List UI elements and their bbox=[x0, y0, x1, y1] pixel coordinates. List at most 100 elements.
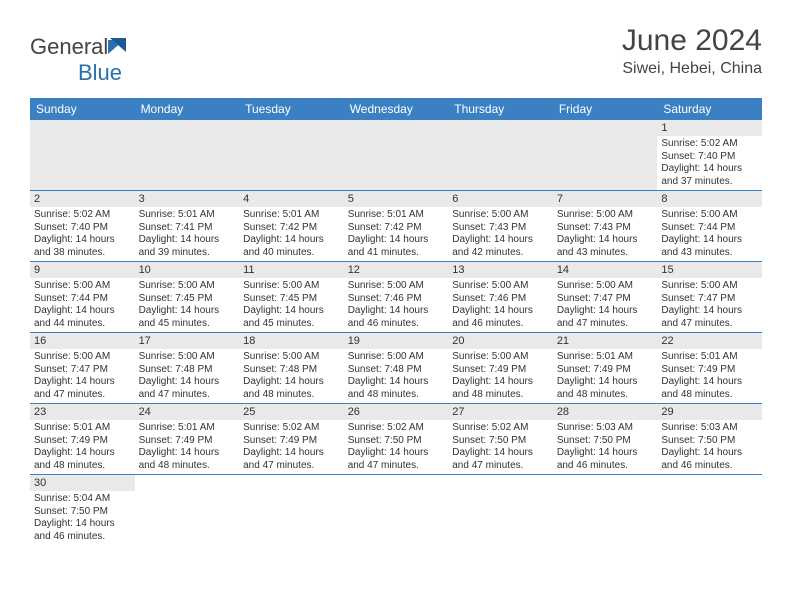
sunset-line: Sunset: 7:44 PM bbox=[661, 222, 758, 235]
day-cell: 8Sunrise: 5:00 AMSunset: 7:44 PMDaylight… bbox=[657, 191, 762, 262]
day-cell: 18Sunrise: 5:00 AMSunset: 7:48 PMDayligh… bbox=[239, 333, 344, 404]
day-cell: 2Sunrise: 5:02 AMSunset: 7:40 PMDaylight… bbox=[30, 191, 135, 262]
day-details: Sunrise: 5:02 AMSunset: 7:50 PMDaylight:… bbox=[448, 420, 553, 474]
day-number: 7 bbox=[553, 191, 658, 207]
sunrise-line: Sunrise: 5:00 AM bbox=[348, 280, 445, 293]
sunrise-line: Sunrise: 5:00 AM bbox=[452, 280, 549, 293]
daylight-line: Daylight: 14 hours and 45 minutes. bbox=[139, 305, 236, 330]
day-cell bbox=[344, 475, 449, 546]
day-cell: 16Sunrise: 5:00 AMSunset: 7:47 PMDayligh… bbox=[30, 333, 135, 404]
day-cell: 21Sunrise: 5:01 AMSunset: 7:49 PMDayligh… bbox=[553, 333, 658, 404]
day-number: 6 bbox=[448, 191, 553, 207]
sunset-line: Sunset: 7:49 PM bbox=[34, 435, 131, 448]
day-number: 22 bbox=[657, 333, 762, 349]
day-details: Sunrise: 5:00 AMSunset: 7:49 PMDaylight:… bbox=[448, 349, 553, 403]
day-cell bbox=[135, 120, 240, 191]
logo-blue: Blue bbox=[78, 60, 122, 85]
day-cell: 4Sunrise: 5:01 AMSunset: 7:42 PMDaylight… bbox=[239, 191, 344, 262]
day-number: 17 bbox=[135, 333, 240, 349]
day-cell bbox=[344, 120, 449, 191]
day-cell: 19Sunrise: 5:00 AMSunset: 7:48 PMDayligh… bbox=[344, 333, 449, 404]
sunrise-line: Sunrise: 5:00 AM bbox=[139, 351, 236, 364]
daylight-line: Daylight: 14 hours and 37 minutes. bbox=[661, 163, 758, 188]
day-cell: 12Sunrise: 5:00 AMSunset: 7:46 PMDayligh… bbox=[344, 262, 449, 333]
location: Siwei, Hebei, China bbox=[622, 60, 762, 78]
day-details: Sunrise: 5:01 AMSunset: 7:49 PMDaylight:… bbox=[135, 420, 240, 474]
day-number: 2 bbox=[30, 191, 135, 207]
day-cell bbox=[657, 475, 762, 546]
daylight-line: Daylight: 14 hours and 46 minutes. bbox=[452, 305, 549, 330]
day-details: Sunrise: 5:01 AMSunset: 7:42 PMDaylight:… bbox=[344, 207, 449, 261]
day-number: 24 bbox=[135, 404, 240, 420]
day-number: 5 bbox=[344, 191, 449, 207]
day-details: Sunrise: 5:00 AMSunset: 7:46 PMDaylight:… bbox=[448, 278, 553, 332]
sunrise-line: Sunrise: 5:02 AM bbox=[34, 209, 131, 222]
sunrise-line: Sunrise: 5:01 AM bbox=[139, 209, 236, 222]
day-number: 27 bbox=[448, 404, 553, 420]
day-cell bbox=[553, 120, 658, 191]
sunset-line: Sunset: 7:43 PM bbox=[557, 222, 654, 235]
sunset-line: Sunset: 7:49 PM bbox=[557, 364, 654, 377]
daylight-line: Daylight: 14 hours and 47 minutes. bbox=[661, 305, 758, 330]
sunrise-line: Sunrise: 5:02 AM bbox=[243, 422, 340, 435]
daylight-line: Daylight: 14 hours and 47 minutes. bbox=[139, 376, 236, 401]
day-number: 15 bbox=[657, 262, 762, 278]
daylight-line: Daylight: 14 hours and 48 minutes. bbox=[661, 376, 758, 401]
sunset-line: Sunset: 7:47 PM bbox=[557, 293, 654, 306]
sunrise-line: Sunrise: 5:01 AM bbox=[34, 422, 131, 435]
day-cell: 28Sunrise: 5:03 AMSunset: 7:50 PMDayligh… bbox=[553, 404, 658, 475]
daylight-line: Daylight: 14 hours and 46 minutes. bbox=[661, 447, 758, 472]
sunset-line: Sunset: 7:47 PM bbox=[34, 364, 131, 377]
week-row: 9Sunrise: 5:00 AMSunset: 7:44 PMDaylight… bbox=[30, 262, 762, 333]
day-details: Sunrise: 5:00 AMSunset: 7:47 PMDaylight:… bbox=[657, 278, 762, 332]
day-cell bbox=[135, 475, 240, 546]
sunset-line: Sunset: 7:49 PM bbox=[452, 364, 549, 377]
sunrise-line: Sunrise: 5:01 AM bbox=[348, 209, 445, 222]
day-cell: 1Sunrise: 5:02 AMSunset: 7:40 PMDaylight… bbox=[657, 120, 762, 191]
day-details: Sunrise: 5:01 AMSunset: 7:49 PMDaylight:… bbox=[553, 349, 658, 403]
sunrise-line: Sunrise: 5:03 AM bbox=[661, 422, 758, 435]
sunrise-line: Sunrise: 5:00 AM bbox=[348, 351, 445, 364]
daylight-line: Daylight: 14 hours and 46 minutes. bbox=[34, 518, 131, 543]
day-number: 14 bbox=[553, 262, 658, 278]
sunrise-line: Sunrise: 5:00 AM bbox=[452, 209, 549, 222]
sunset-line: Sunset: 7:48 PM bbox=[139, 364, 236, 377]
sunset-line: Sunset: 7:50 PM bbox=[348, 435, 445, 448]
day-cell bbox=[448, 120, 553, 191]
day-cell: 7Sunrise: 5:00 AMSunset: 7:43 PMDaylight… bbox=[553, 191, 658, 262]
day-header: Friday bbox=[553, 98, 658, 120]
day-details: Sunrise: 5:00 AMSunset: 7:47 PMDaylight:… bbox=[30, 349, 135, 403]
sunset-line: Sunset: 7:49 PM bbox=[139, 435, 236, 448]
sunrise-line: Sunrise: 5:00 AM bbox=[34, 280, 131, 293]
sunset-line: Sunset: 7:50 PM bbox=[34, 506, 131, 519]
day-number: 12 bbox=[344, 262, 449, 278]
daylight-line: Daylight: 14 hours and 42 minutes. bbox=[452, 234, 549, 259]
sunset-line: Sunset: 7:45 PM bbox=[139, 293, 236, 306]
sunset-line: Sunset: 7:50 PM bbox=[452, 435, 549, 448]
sunrise-line: Sunrise: 5:01 AM bbox=[139, 422, 236, 435]
day-cell: 14Sunrise: 5:00 AMSunset: 7:47 PMDayligh… bbox=[553, 262, 658, 333]
day-details: Sunrise: 5:02 AMSunset: 7:40 PMDaylight:… bbox=[657, 136, 762, 190]
day-number: 1 bbox=[657, 120, 762, 136]
daylight-line: Daylight: 14 hours and 47 minutes. bbox=[243, 447, 340, 472]
sunset-line: Sunset: 7:41 PM bbox=[139, 222, 236, 235]
day-number: 13 bbox=[448, 262, 553, 278]
daylight-line: Daylight: 14 hours and 44 minutes. bbox=[34, 305, 131, 330]
daylight-line: Daylight: 14 hours and 46 minutes. bbox=[557, 447, 654, 472]
sunrise-line: Sunrise: 5:02 AM bbox=[348, 422, 445, 435]
sunset-line: Sunset: 7:40 PM bbox=[661, 151, 758, 164]
sunset-line: Sunset: 7:47 PM bbox=[661, 293, 758, 306]
day-number: 11 bbox=[239, 262, 344, 278]
day-cell: 13Sunrise: 5:00 AMSunset: 7:46 PMDayligh… bbox=[448, 262, 553, 333]
day-cell bbox=[30, 120, 135, 191]
sunrise-line: Sunrise: 5:02 AM bbox=[452, 422, 549, 435]
day-cell: 15Sunrise: 5:00 AMSunset: 7:47 PMDayligh… bbox=[657, 262, 762, 333]
sunset-line: Sunset: 7:48 PM bbox=[348, 364, 445, 377]
day-details: Sunrise: 5:03 AMSunset: 7:50 PMDaylight:… bbox=[657, 420, 762, 474]
day-cell: 20Sunrise: 5:00 AMSunset: 7:49 PMDayligh… bbox=[448, 333, 553, 404]
sunset-line: Sunset: 7:50 PM bbox=[661, 435, 758, 448]
day-number: 3 bbox=[135, 191, 240, 207]
day-details: Sunrise: 5:00 AMSunset: 7:44 PMDaylight:… bbox=[30, 278, 135, 332]
day-details: Sunrise: 5:00 AMSunset: 7:48 PMDaylight:… bbox=[344, 349, 449, 403]
day-header: Thursday bbox=[448, 98, 553, 120]
